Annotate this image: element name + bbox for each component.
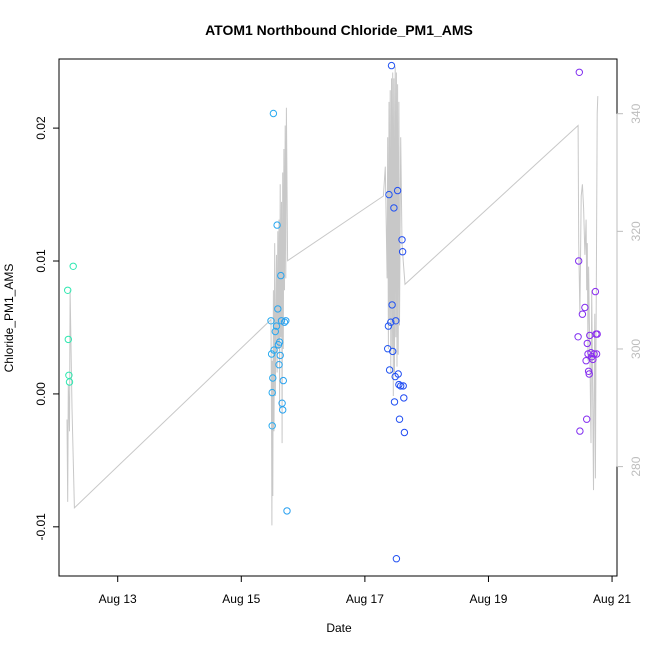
data-point	[400, 394, 408, 402]
data-point	[398, 248, 407, 256]
data-point	[64, 335, 73, 344]
data-point	[274, 305, 282, 313]
data-point	[591, 287, 600, 296]
y-tick-label-left: 0.02	[34, 116, 48, 140]
data-point	[64, 286, 72, 294]
plot-frame	[58, 58, 618, 577]
y-axis-left: -0.01 0.00 0.01 0.02	[34, 116, 60, 541]
data-point	[69, 262, 77, 270]
data-point	[276, 351, 284, 360]
data-point	[394, 370, 402, 378]
data-point	[385, 190, 393, 199]
data-point	[389, 347, 397, 356]
data-point	[585, 370, 593, 378]
x-tick-label: Aug 19	[469, 592, 507, 606]
data-point	[387, 61, 396, 70]
data-point	[581, 303, 589, 312]
x-axis: Aug 13 Aug 15 Aug 17 Aug 19 Aug 21	[99, 575, 631, 606]
data-point	[385, 366, 394, 374]
x-tick-label: Aug 21	[593, 592, 631, 606]
data-point	[65, 378, 74, 386]
y-tick-label-left: -0.01	[34, 513, 48, 541]
y-tick-label-right: 280	[629, 456, 643, 476]
data-point	[387, 318, 395, 326]
data-point	[282, 317, 290, 325]
y-axis-right: 280 300 320 340	[616, 103, 643, 477]
data-point	[575, 257, 583, 265]
data-point	[283, 507, 291, 515]
data-point	[275, 361, 283, 369]
data-point	[268, 388, 276, 397]
y-tick-label-left: 0.00	[34, 382, 48, 406]
data-point	[582, 357, 590, 365]
data-point	[397, 382, 405, 390]
data-point	[272, 322, 281, 330]
data-point	[583, 339, 591, 348]
data-point	[269, 109, 278, 118]
y-tick-label-right: 300	[629, 339, 643, 359]
data-point	[390, 398, 399, 406]
y-tick-label-left: 0.01	[34, 249, 48, 273]
chart-title: ATOM1 Northbound Chloride_PM1_AMS	[205, 22, 473, 38]
data-point	[267, 350, 276, 358]
data-point	[384, 322, 393, 330]
x-tick-label: Aug 17	[346, 592, 384, 606]
data-point	[590, 350, 598, 358]
data-point	[271, 327, 279, 336]
x-tick-label: Aug 13	[99, 592, 137, 606]
x-axis-label: Date	[326, 621, 352, 635]
data-point	[279, 376, 287, 385]
data-point	[576, 427, 584, 435]
data-point	[593, 330, 601, 338]
data-point	[574, 333, 582, 341]
data-point	[399, 382, 407, 390]
data-point	[592, 350, 601, 358]
x-tick-label: Aug 15	[222, 592, 260, 606]
data-point	[575, 68, 583, 77]
data-point	[275, 338, 284, 346]
data-points	[64, 61, 601, 563]
data-point	[578, 310, 587, 318]
data-point	[583, 415, 591, 423]
data-point	[273, 221, 281, 229]
data-point	[270, 346, 278, 354]
y-tick-label-right: 320	[629, 221, 643, 241]
data-point	[392, 555, 401, 563]
data-point	[388, 301, 396, 309]
data-point	[395, 380, 403, 389]
data-point	[400, 428, 409, 437]
data-point	[277, 271, 285, 280]
data-point	[395, 415, 404, 423]
data-point	[398, 236, 406, 244]
data-point	[269, 374, 277, 382]
data-point	[390, 204, 398, 212]
y-axis-label: Chloride_PM1_AMS	[2, 264, 16, 373]
data-point	[268, 422, 276, 430]
data-point	[589, 355, 597, 364]
data-point	[267, 317, 275, 325]
secondary-line	[66, 66, 599, 526]
y-tick-label-right: 340	[629, 103, 643, 123]
secondary-series	[66, 66, 599, 526]
data-point	[584, 367, 593, 375]
data-point	[280, 318, 289, 326]
data-point	[392, 317, 400, 325]
data-point	[279, 406, 287, 414]
data-point	[393, 186, 402, 195]
